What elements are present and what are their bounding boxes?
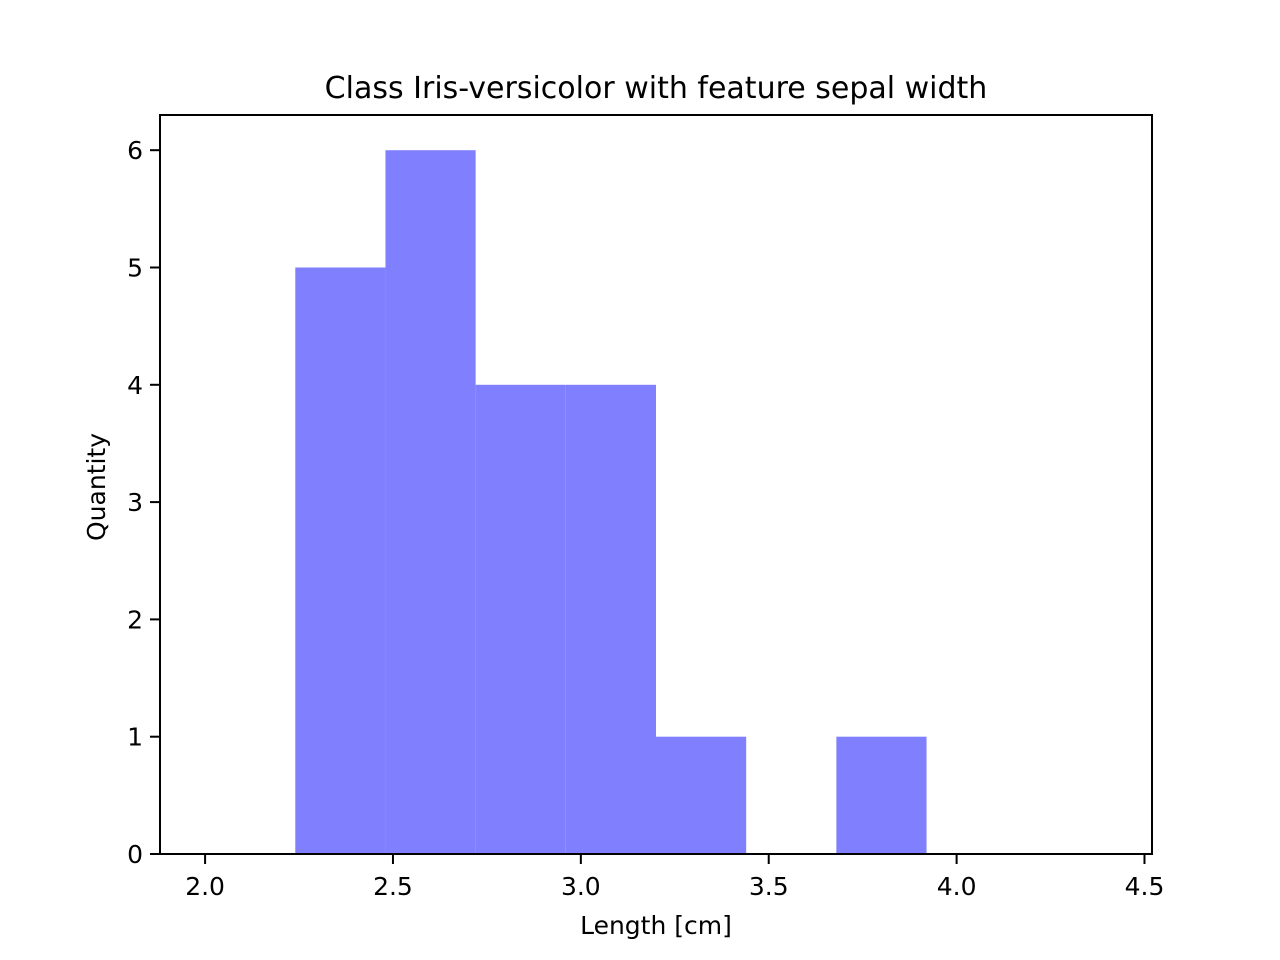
- x-tick-label: 2.5: [373, 872, 413, 901]
- x-tick-label: 4.5: [1125, 872, 1165, 901]
- histogram-bar-0: [295, 267, 386, 854]
- x-tick-label: 2.0: [185, 872, 225, 901]
- y-tick-label: 6: [127, 136, 143, 165]
- x-axis-ticks: 2.0 2.5 3.0 3.5 4.0 4.5: [185, 854, 1164, 901]
- y-tick-label: 4: [127, 371, 143, 400]
- y-tick-label: 3: [127, 488, 143, 517]
- y-tick-label: 5: [127, 253, 143, 282]
- y-axis-ticks: 0 1 2 3 4 5 6: [127, 136, 160, 869]
- plot-frame: [159, 114, 1153, 855]
- bars-group: [295, 150, 927, 854]
- y-tick-label: 1: [127, 723, 143, 752]
- histogram-bar-3: [565, 384, 656, 854]
- x-tick-label: 3.5: [749, 872, 789, 901]
- chart-title: Class Iris-versicolor with feature sepal…: [325, 71, 988, 106]
- x-tick-label: 3.0: [561, 872, 601, 901]
- y-tick-label: 0: [127, 840, 143, 869]
- x-tick-label: 4.0: [937, 872, 977, 901]
- histogram-bar-1: [385, 150, 476, 854]
- histogram-bar-6: [836, 736, 927, 854]
- histogram-bar-4: [656, 736, 747, 854]
- histogram-bar-2: [475, 384, 566, 854]
- x-axis-label: Length [cm]: [580, 911, 732, 940]
- y-tick-label: 2: [127, 605, 143, 634]
- y-axis-label: Quantity: [82, 433, 111, 541]
